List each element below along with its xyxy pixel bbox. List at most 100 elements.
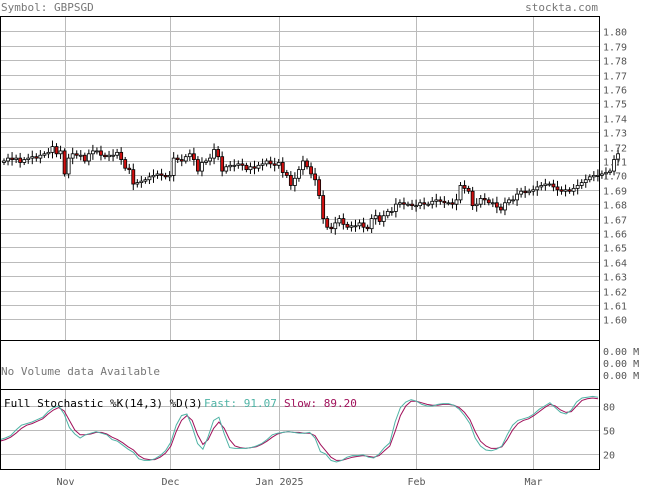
price-tick-label: 1.65 xyxy=(603,244,627,255)
price-tick-label: 1.69 xyxy=(603,187,627,198)
candle-down xyxy=(103,154,107,158)
candle-down xyxy=(377,215,382,222)
candle-up xyxy=(547,183,552,186)
candle-down xyxy=(313,173,317,181)
candle-down xyxy=(462,185,467,189)
candle-up xyxy=(349,225,354,228)
candle-up xyxy=(430,200,435,205)
candle-up xyxy=(519,190,524,195)
candle-down xyxy=(486,199,491,204)
fast-value-label: Fast: 91.07 xyxy=(204,397,277,410)
candle-up xyxy=(147,176,152,181)
candle-down xyxy=(559,189,564,192)
candle-up xyxy=(204,160,208,163)
candle-up xyxy=(6,157,10,162)
symbol-label: Symbol: GBPSGD xyxy=(1,1,94,14)
price-tick-label: 1.76 xyxy=(603,86,627,97)
candle-up xyxy=(38,154,43,159)
candle-up xyxy=(511,199,515,202)
volume-message: No Volume data Available xyxy=(1,365,160,378)
price-tick-label: 1.62 xyxy=(603,288,627,299)
candle-down xyxy=(272,163,277,166)
candle-up xyxy=(183,156,188,162)
candle-up xyxy=(30,156,35,159)
stochastic-tick-label: 80 xyxy=(603,403,615,414)
stochastic-tick-label: 20 xyxy=(603,451,615,462)
x-axis: Nov Dec Jan 2025 Feb Mar xyxy=(56,477,542,486)
price-panel: 1.60 1.61 1.62 1.63 1.64 1.65 1.66 1.67 1.68 1.69… xyxy=(0,16,627,341)
candle-up xyxy=(337,218,342,224)
candle-down xyxy=(321,195,326,219)
candle-up xyxy=(357,222,362,227)
candle-up xyxy=(171,157,176,176)
x-tick-label: Jan 2025 xyxy=(255,477,303,486)
candle-up xyxy=(115,151,120,156)
candle-up xyxy=(264,160,269,165)
candle-down xyxy=(191,153,196,160)
price-tick-label: 1.68 xyxy=(603,201,627,212)
candle-down xyxy=(438,199,443,202)
candle-up xyxy=(107,154,111,158)
candle-down xyxy=(365,226,370,230)
candle-up xyxy=(167,174,172,178)
candle-up xyxy=(224,166,229,172)
price-tick-label: 1.66 xyxy=(603,230,627,241)
candle-down xyxy=(422,202,427,205)
candle-up xyxy=(143,179,148,182)
slow-value-label: Slow: 89.20 xyxy=(284,397,357,410)
candle-up xyxy=(503,202,507,211)
candle-down xyxy=(175,157,180,160)
candle-up xyxy=(478,198,483,205)
x-tick-label: Mar xyxy=(524,477,542,486)
candle-up xyxy=(70,153,75,159)
candle-down xyxy=(252,166,257,169)
candle-up xyxy=(297,169,301,179)
fast-line xyxy=(0,395,599,463)
candle-up xyxy=(276,162,281,166)
candle-up xyxy=(212,149,216,159)
candle-up xyxy=(600,173,604,176)
candle-down xyxy=(555,186,560,191)
candle-up xyxy=(454,199,459,205)
candle-down xyxy=(179,159,184,162)
candle-up xyxy=(458,185,463,201)
stochastic-tick-label: 50 xyxy=(603,427,615,438)
candle-down xyxy=(131,169,136,185)
candle-down xyxy=(82,154,87,162)
candle-up xyxy=(58,150,63,155)
stochastic-axis: 80 50 20 xyxy=(603,403,615,462)
candle-down xyxy=(450,202,455,205)
candle-up xyxy=(591,174,596,178)
candle-up xyxy=(78,154,83,157)
candle-down xyxy=(305,160,309,168)
candle-up xyxy=(543,183,548,186)
candle-down xyxy=(34,156,39,159)
candle-down xyxy=(163,174,168,178)
candle-down xyxy=(119,151,124,160)
candle-down xyxy=(325,218,330,228)
price-tick-label: 1.72 xyxy=(603,144,627,155)
candle-down xyxy=(159,173,164,176)
candle-up xyxy=(139,180,144,184)
volume-axis-label: 0.00 M xyxy=(603,347,639,358)
x-tick-label: Dec xyxy=(161,477,179,486)
candle-up xyxy=(66,157,71,175)
candle-up xyxy=(248,166,253,171)
candle-up xyxy=(579,182,584,186)
candle-down xyxy=(62,150,67,175)
price-tick-label: 1.77 xyxy=(603,72,627,83)
volume-axis-label: 0.00 M xyxy=(603,371,639,382)
candle-down xyxy=(317,179,322,196)
candle-down xyxy=(309,166,313,175)
candle-down xyxy=(410,203,414,207)
volume-axis-label: 0.00 M xyxy=(603,359,639,370)
candle-up xyxy=(42,153,47,156)
price-tick-label: 1.74 xyxy=(603,115,627,126)
candle-down xyxy=(345,223,350,228)
candle-up xyxy=(434,199,439,202)
candle-up xyxy=(406,203,410,206)
candle-up xyxy=(86,153,91,162)
candle-up xyxy=(155,173,160,176)
candle-down xyxy=(127,167,132,171)
